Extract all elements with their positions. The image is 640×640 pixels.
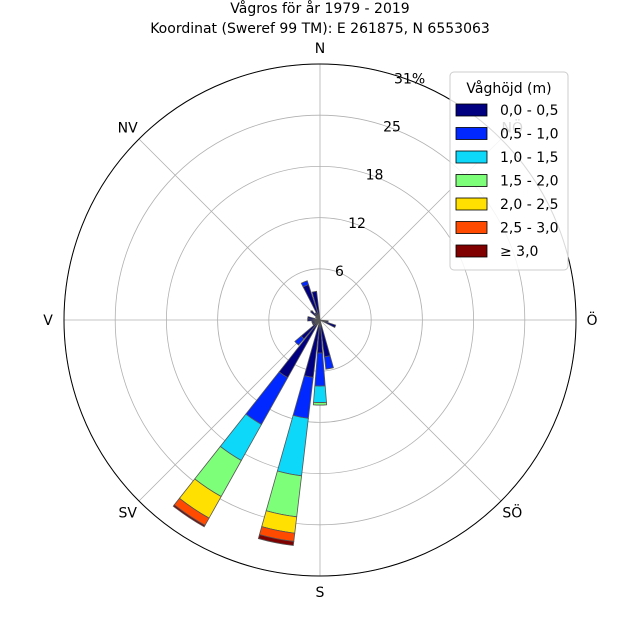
sector-bar-6-bin-2 — [276, 414, 309, 477]
legend-swatch-0 — [455, 103, 488, 117]
legend-swatch-1 — [455, 127, 488, 140]
direction-label-3: SV — [118, 505, 137, 521]
sector-bar-4-bin-1 — [323, 355, 334, 370]
grid-spoke-315 — [138, 138, 321, 321]
sector-bar-5-bin-3 — [312, 401, 328, 406]
radial-tick-label-2: 18 — [366, 168, 384, 184]
sector-bar-1-bin-0 — [311, 290, 321, 321]
sector-bar-6-bin-6 — [257, 534, 295, 546]
sector-bars — [172, 280, 337, 546]
sector-bar-13-bin-0 — [307, 316, 321, 321]
legend-label-2: 1,0 - 1,5 — [500, 150, 558, 166]
legend-swatch-4 — [455, 197, 488, 211]
chart-subtitle: Koordinat (Sweref 99 TM): E 261875, N 65… — [150, 21, 490, 37]
sector-bar-7-bin-1 — [245, 371, 289, 426]
legend-label-5: 2,5 - 3,0 — [500, 221, 558, 237]
direction-label-6: Ö — [586, 311, 597, 329]
legend-label-0: 0,0 - 0,5 — [500, 103, 558, 119]
direction-label-2: V — [43, 313, 53, 329]
sector-bar-8-bin-1 — [294, 335, 305, 346]
direction-label-0: N — [315, 41, 325, 57]
legend-swatch-2 — [455, 150, 488, 164]
radial-tick-label-1: 12 — [348, 216, 366, 232]
sector-bar-5-bin-1 — [314, 352, 326, 387]
sector-bar-5-bin-2 — [313, 385, 327, 403]
grid-spoke-225 — [138, 319, 321, 502]
direction-label-4: S — [316, 585, 325, 601]
direction-label-5: SÖ — [502, 503, 522, 521]
legend-label-4: 2,0 - 2,5 — [500, 197, 558, 213]
legend: Våghöjd (m) 0,0 - 0,5 0,5 - 1,0 1,0 - 1,5 1… — [449, 71, 569, 271]
chart-title: Vågros för år 1979 - 2019 — [230, 0, 409, 17]
sector-bar-0-bin-1 — [300, 280, 310, 288]
sector-bar-16-bin-0 — [314, 312, 321, 321]
outer-frame — [63, 63, 577, 577]
legend-title: Våghöjd (m) — [466, 80, 551, 97]
sector-bar-7-bin-6 — [172, 504, 206, 528]
legend-frame — [449, 71, 569, 271]
legend-swatch-3 — [455, 174, 488, 187]
legend-label-6: ≥ 3,0 — [500, 244, 538, 260]
radial-tick-label-3: 25 — [383, 120, 401, 136]
legend-swatch-5 — [455, 221, 488, 234]
radial-tick-label-0: 6 — [335, 264, 344, 280]
sector-bar-6-bin-1 — [292, 375, 314, 419]
legend-swatch-6 — [455, 244, 488, 258]
sector-bar-3-bin-0 — [319, 319, 337, 329]
legend-label-1: 0,5 - 1,0 — [500, 127, 558, 143]
legend-label-3: 1,5 - 2,0 — [500, 174, 558, 190]
grid-spoke-135 — [319, 319, 502, 502]
sector-bar-12-bin-0 — [307, 318, 321, 322]
direction-label-1: NV — [118, 121, 138, 137]
sector-bar-6-bin-3 — [265, 470, 303, 518]
